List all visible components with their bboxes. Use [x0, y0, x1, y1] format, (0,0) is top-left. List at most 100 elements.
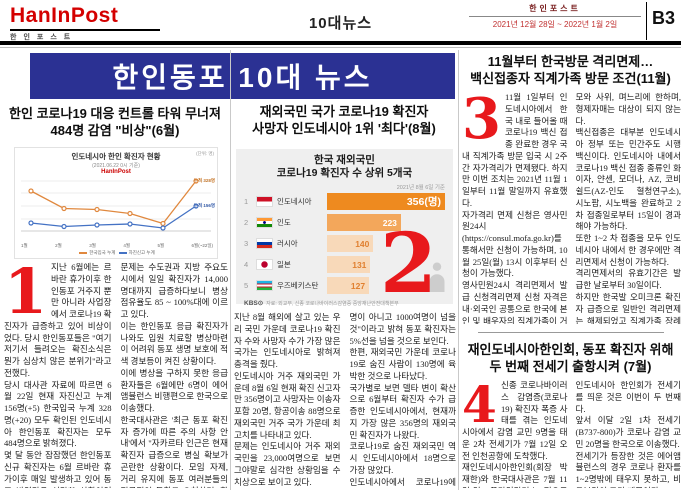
header-right-block: 한인포스트 2021년 12월 28일 ~ 2022년 1월 2일	[469, 3, 641, 30]
chart-logo: HanInPost	[101, 169, 131, 175]
header-vertical-divider	[646, 2, 647, 40]
article2-body-col1: 지난 8월 해외에 살고 있는 우리 국민 가운데 코로나19 확진자 수와 사…	[234, 312, 341, 488]
masthead-logo: HanInPost 한인포스트	[10, 4, 180, 42]
legend-swatch-orange	[79, 251, 88, 254]
article3-headline-line2: 백신접종자 직계가족 방문 조건(11월)	[470, 70, 671, 86]
rank-label: 5	[244, 281, 249, 291]
article3-text-col2: 모와 사위, 며느리에 한하며, 형제자매는 대상이 되지 않는다. 백신접종은…	[575, 92, 681, 324]
bar-chart-top5-countries: 한국 재외국민 코로나19 확진자 수 상위 5개국 2021년 8월 6일 기…	[236, 149, 453, 313]
section-title: 10대뉴스	[308, 15, 373, 32]
country-label: 일본	[277, 260, 291, 270]
article3-headline: 11월부터 한국방문 격리면제… 백신접종자 직계가족 방문 조건(11월)	[460, 54, 681, 88]
article1-text-col2: 문제는 수도권과 지방 주요도시에서 일일 확진자가 14,000명대까지 급증…	[120, 262, 229, 488]
bar-chart-title-line2: 코로나19 확진자 수 상위 5개국	[276, 167, 413, 180]
bar-track: 131	[327, 256, 445, 274]
article4-headline: 재인도네시아한인회, 동포 확진자 위해 두 번째 전세기 출항시켜 (7월)	[460, 342, 681, 376]
bar-chart-rows: 1 인도네시아 356(명) 2 인도 223 3 러시아 140 4 일본	[244, 192, 445, 295]
bar-row-japan: 4 일본 131	[244, 255, 445, 274]
article3-headline-line1: 11월부터 한국방문 격리면제…	[487, 54, 654, 69]
rank-label: 2	[244, 218, 249, 228]
article4-body-col2: 인도네시아 한인회가 전세기를 띄운 것은 이번이 두 번째다. 앞서 이달 2…	[576, 380, 681, 488]
x-tick: 5월	[157, 243, 165, 248]
russia-flag-icon	[256, 238, 273, 250]
series-endlabel-self-report: 누적 156명	[193, 203, 215, 208]
logo-underline	[10, 29, 160, 31]
article2-number: 2	[379, 216, 437, 313]
bar-russia: 140	[327, 235, 374, 253]
x-tick: 3월	[89, 243, 96, 248]
article2-text-col1: 지난 8월 해외에 살고 있는 우리 국민 가운데 코로나19 확진자 수와 사…	[234, 312, 341, 487]
article4-text-col1: 신종 코로나바이러스 감염증(코로나19) 확진자 폭증 사태를 겪는 인도네시…	[462, 380, 568, 488]
article1-body-col2: 문제는 수도권과 지방 주요도시에서 일일 확진자가 14,000명대까지 급증…	[121, 262, 229, 488]
header-rule-thick	[0, 41, 681, 45]
article3-number: 3	[462, 92, 501, 152]
legend-label-korea-entry: 한국입국 누계	[89, 250, 116, 255]
legend-label-self-report: 자진신고 누계	[128, 250, 155, 255]
article1-body-col1: 1 지난 6월에는 르바란 휴가이후 한인동포 거주지 뿐만 아니라 사업장에서…	[4, 262, 112, 488]
rank-label: 1	[244, 197, 249, 207]
logo-subtitle: 한인포스트	[10, 34, 78, 41]
article4-text-col2: 인도네시아 한인회가 전세기를 띄운 것은 이번이 두 번째다. 앞서 이달 2…	[575, 380, 681, 488]
country-label: 우즈베키스탄	[277, 281, 319, 291]
article4-headline-line1: 재인도네시아한인회, 동포 확진자 위해	[467, 342, 674, 357]
article3-body: 3 11월 1일부터 인도네시아에서 한국 내로 들어올 때 코로나19 백신 …	[462, 92, 681, 324]
page-number: B3	[651, 8, 675, 28]
line-chart-title: 인도네시아 한인 확진자 현황	[71, 152, 161, 161]
person-icon	[429, 262, 445, 292]
x-tick: 1월	[21, 243, 28, 248]
article1-number: 1	[4, 262, 48, 328]
bar-uzbekistan: 127	[327, 277, 370, 295]
country-label: 러시아	[277, 239, 298, 249]
indonesia-flag-icon	[256, 196, 273, 208]
source-text: 자료: 외교부, 신종 코로나바이러스감염증 중앙재난안전대책본부	[266, 301, 399, 308]
chart-unit-note: (단위: 명)	[196, 151, 214, 156]
x-tick: 2월	[55, 243, 62, 248]
masthead-korean: 한인포스트	[529, 4, 581, 13]
bar-chart-source: KBS⊙ 자료: 외교부, 신종 코로나바이러스감염증 중앙재난안전대책본부	[244, 299, 445, 307]
country-label: 인도네시아	[277, 197, 312, 207]
bar-value: 223	[382, 217, 397, 228]
bar-japan: 131	[327, 256, 371, 274]
bar-value: 140	[355, 238, 370, 249]
kbs-logo: KBS⊙	[244, 300, 264, 308]
rank-label: 4	[244, 260, 249, 270]
bar-row-russia: 3 러시아 140	[244, 234, 445, 253]
bar-indonesia: 356(명)	[327, 193, 445, 211]
legend-swatch-blue	[118, 251, 127, 254]
bar-track: 127	[327, 277, 445, 295]
series-endlabel-korea-entry: 누적 328명	[193, 178, 215, 183]
header-rule-thin	[0, 47, 681, 48]
column-divider-left	[230, 50, 231, 490]
article4-body: 4 신종 코로나바이러스 감염증(코로나19) 확진자 폭증 사태를 겪는 인도…	[462, 380, 681, 488]
line-chart-legend: 한국입국 누계 자진신고 누계	[15, 250, 217, 256]
issue-date-range: 2021년 12월 28일 ~ 2022년 1월 2일	[469, 16, 641, 30]
article2-headline-line2: 사망자 인도네시아 1위 '최다'(8월)	[252, 120, 436, 136]
line-chart-x-axis: 1월 2월 3월 4월 5월 6월(~22일)	[21, 243, 213, 249]
article1-body: 1 지난 6월에는 르바란 휴가이후 한인동포 거주지 뿐만 아니라 사업장에서…	[4, 262, 228, 488]
bar-row-indonesia: 1 인도네시아 356(명)	[244, 192, 445, 211]
logo-text: HanInPost	[10, 4, 119, 27]
article4-number: 4	[462, 380, 497, 434]
bar-row-india: 2 인도 223	[244, 213, 445, 232]
bar-track: 223	[327, 214, 445, 232]
article2-headline: 재외국민 국가 코로나19 확진자 사망자 인도네시아 1위 '최다'(8월)	[232, 104, 456, 138]
japan-flag-icon	[256, 259, 273, 271]
x-tick: 6월(~22일)	[191, 243, 213, 248]
bar-track: 140	[327, 235, 445, 253]
article1-headline-line1: 한인 코로나19 대응 컨트롤 타워 무너져	[9, 106, 221, 121]
article1-headline: 한인 코로나19 대응 컨트롤 타워 무너져 484명 감염 "비상"(6월)	[2, 106, 228, 140]
article2-body: 지난 8월 해외에 살고 있는 우리 국민 가운데 코로나19 확진자 수와 사…	[234, 312, 456, 488]
bar-track: 356(명)	[327, 193, 445, 211]
article2-body-col2: 명이 아니고 1000여명이 넘을 것"이라고 밝혀 동포 확진자는 5%선을 …	[350, 312, 457, 488]
uzbekistan-flag-icon	[256, 280, 273, 292]
article2-text-col2: 명이 아니고 1000여명이 넘을 것"이라고 밝혀 동포 확진자는 5%선을 …	[349, 312, 457, 487]
line-chart-plot	[21, 178, 211, 232]
article4-headline-line2: 두 번째 전세기 출항시켜 (7월)	[489, 358, 652, 374]
article3-text-col1: 11월 1일부터 인도네시아에서 한국 내로 들어올 때 코로나19 백신 접종…	[462, 92, 568, 324]
line-chart-subtitle: (2021.06.22 0시 기준)	[92, 163, 140, 169]
column-divider-right	[458, 50, 459, 490]
article3-body-col2: 모와 사위, 며느리에 한하며, 형제자매는 대상이 되지 않는다. 백신접종은…	[576, 92, 681, 324]
bar-value: 127	[350, 280, 366, 291]
main-banner-title: 한인동포 10대 뉴스	[30, 53, 455, 99]
